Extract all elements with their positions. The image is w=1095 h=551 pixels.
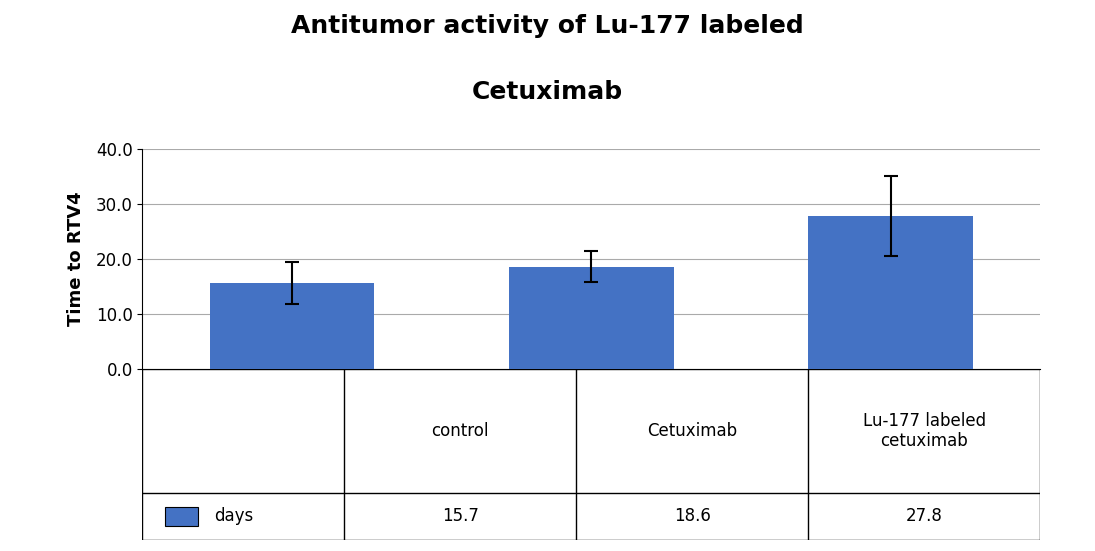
Bar <box>509 267 673 369</box>
Text: Lu-177 labeled
cetuximab: Lu-177 labeled cetuximab <box>863 412 986 451</box>
Text: Cetuximab: Cetuximab <box>472 80 623 104</box>
Bar <box>210 283 374 369</box>
Text: Antitumor activity of Lu-177 labeled: Antitumor activity of Lu-177 labeled <box>291 14 804 38</box>
Text: Cetuximab: Cetuximab <box>647 422 737 440</box>
Text: 27.8: 27.8 <box>906 507 943 526</box>
Bar <box>164 507 198 526</box>
Text: control: control <box>431 422 489 440</box>
Text: 18.6: 18.6 <box>673 507 711 526</box>
Text: days: days <box>215 507 253 526</box>
Y-axis label: Time to RTV4: Time to RTV4 <box>67 192 84 326</box>
Text: 15.7: 15.7 <box>442 507 479 526</box>
Bar <box>808 216 972 369</box>
